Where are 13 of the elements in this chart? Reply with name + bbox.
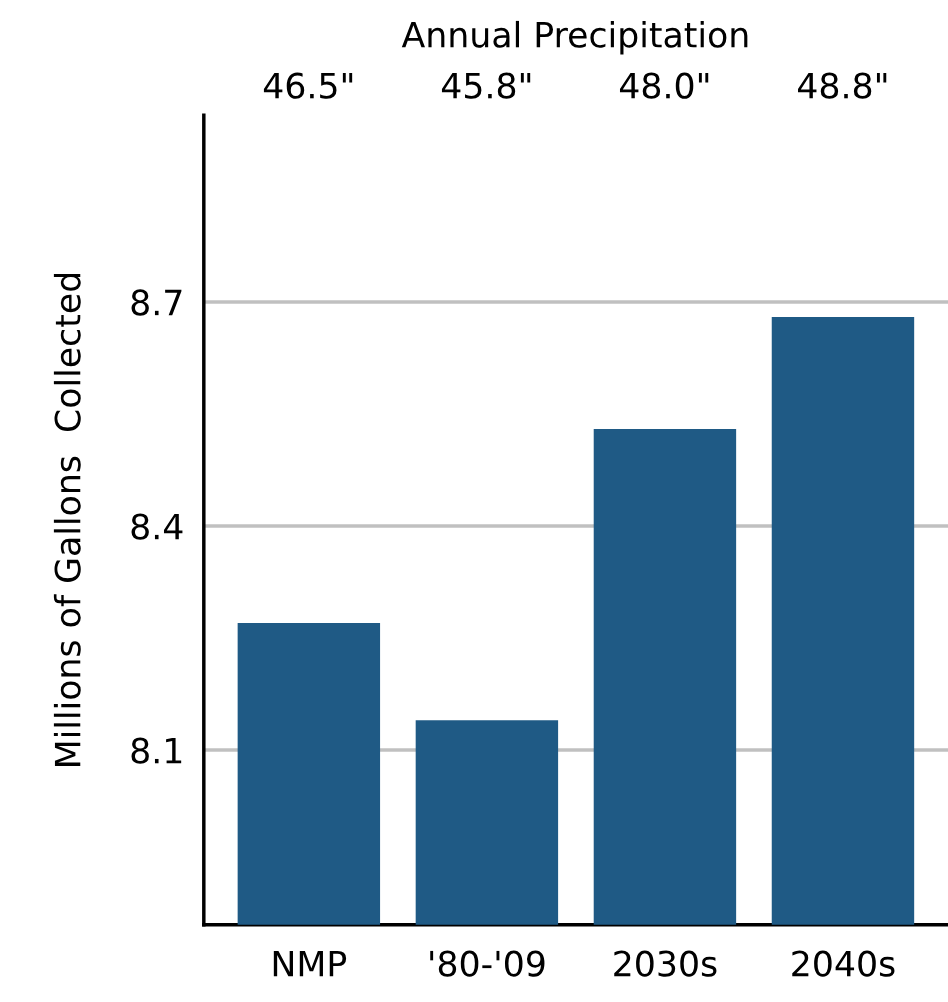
y-tick-label: 8.4	[131, 513, 183, 540]
text: 46.5"	[263, 72, 353, 99]
text: 45.8"	[441, 72, 531, 99]
x-tick-label: NMP	[273, 950, 347, 977]
x-tick-label: 2040s	[792, 950, 895, 977]
y-axis-title: Millions of Gallons Collected	[53, 273, 81, 766]
x-tick-label: '80-'09	[430, 950, 545, 977]
y-tick-label: 8.1	[131, 737, 182, 764]
y-tick-label: 8.7	[131, 289, 182, 316]
text: 48.8"	[798, 72, 887, 99]
text: 48.0"	[619, 72, 709, 99]
x2-axis-title: Annual Precipitation	[401, 20, 748, 55]
x-tick-label: 2030s	[614, 950, 717, 977]
